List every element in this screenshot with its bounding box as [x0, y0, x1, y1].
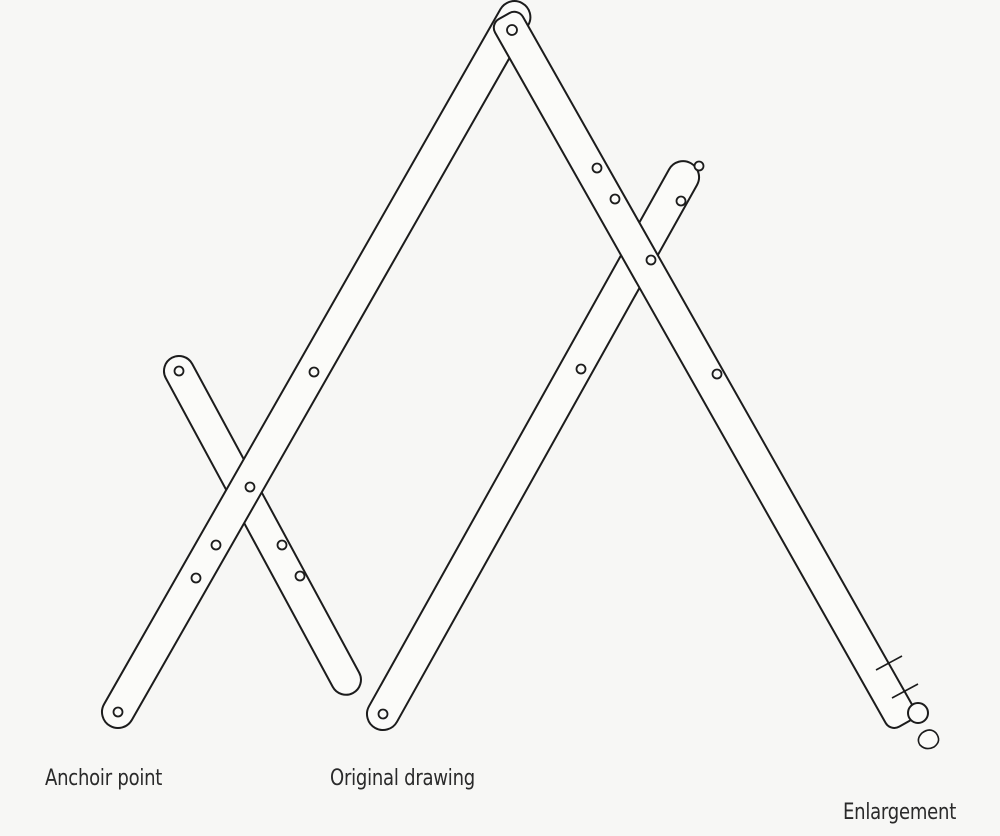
- pencil-band-line: [891, 683, 919, 699]
- adjust-hole: [190, 572, 202, 584]
- adjust-hole: [244, 481, 256, 493]
- adjust-hole: [575, 363, 587, 375]
- original-drawing-label: Original drawing: [330, 766, 475, 791]
- pivot-hole: [377, 708, 389, 720]
- long-right-arm: [492, 10, 916, 729]
- adjust-hole: [591, 162, 603, 174]
- long-left-arm: [101, 0, 532, 729]
- adjust-hole: [210, 539, 222, 551]
- adjust-hole: [711, 368, 723, 380]
- adjust-hole: [294, 570, 306, 582]
- adjust-hole: [276, 539, 288, 551]
- adjust-hole: [308, 366, 320, 378]
- pivot-hole: [506, 24, 518, 36]
- pencil-holder: [907, 702, 929, 724]
- adjust-hole: [609, 193, 621, 205]
- short-arm: [163, 355, 362, 696]
- adjust-hole: [675, 195, 687, 207]
- pencil-band-line: [875, 655, 903, 671]
- enlargement-label: Enlargement: [843, 800, 957, 825]
- pivot-hole: [693, 160, 705, 172]
- pivot-hole: [173, 365, 185, 377]
- pivot-hole: [112, 706, 124, 718]
- adjust-hole: [645, 254, 657, 266]
- pencil-tip: [917, 729, 940, 750]
- anchor-point-label: Anchoir point: [45, 766, 163, 791]
- center-right-arm: [366, 160, 701, 731]
